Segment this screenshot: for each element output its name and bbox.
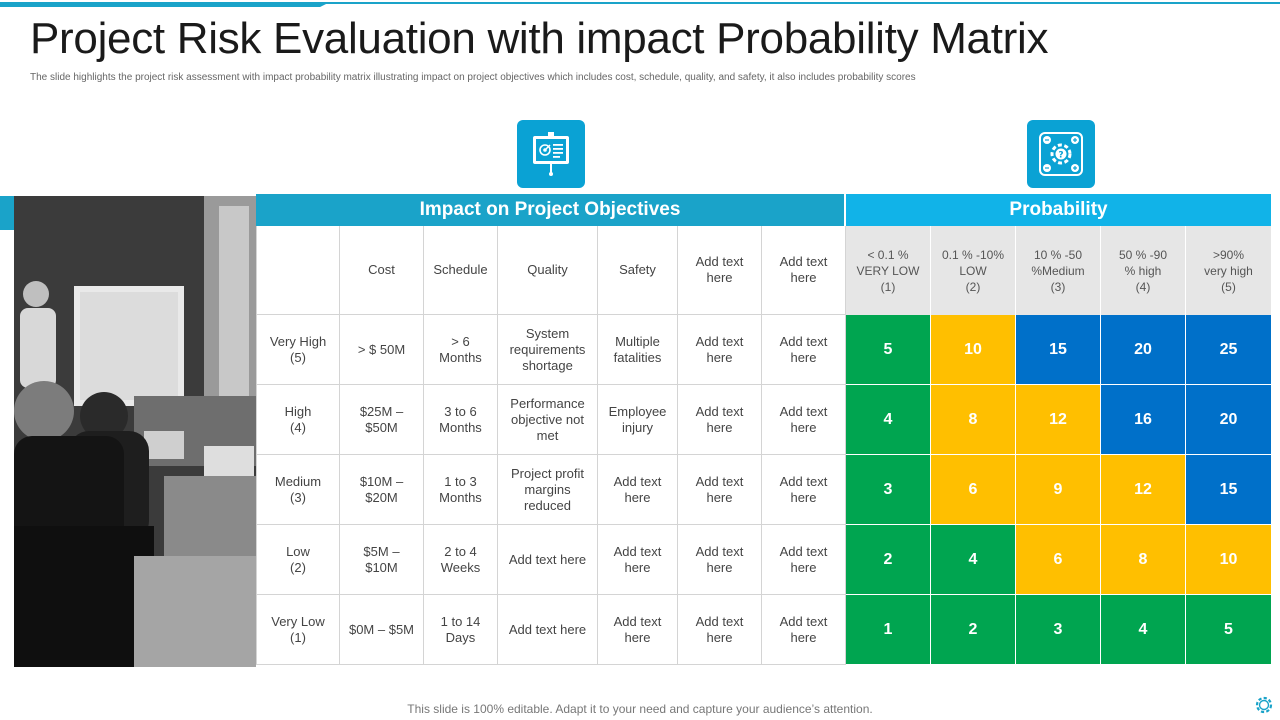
score-cell: 4 [1101, 595, 1186, 665]
score-cell: 5 [1186, 595, 1271, 665]
score-cell: 20 [1101, 315, 1186, 385]
schedule-cell: 2 to 4 Weeks [424, 525, 498, 595]
risk-matrix-table: Impact on Project Objectives Probability… [256, 194, 1271, 667]
score-cell: 12 [1016, 385, 1101, 455]
score-cell: 9 [1016, 455, 1101, 525]
impact-level-cell: Medium (3) [256, 455, 340, 525]
schedule-cell: 1 to 14 Days [424, 595, 498, 665]
score-cell: 6 [931, 455, 1016, 525]
score-cell: 5 [846, 315, 931, 385]
quality-cell: Add text here [498, 525, 598, 595]
column-header-schedule: Schedule [424, 226, 498, 315]
score-cell: 8 [1101, 525, 1186, 595]
quality-cell: Project profit margins reduced [498, 455, 598, 525]
safety-cell: Employee injury [598, 385, 678, 455]
impact-header: Impact on Project Objectives [256, 194, 846, 226]
probability-column-medium: 10 % -50 %Medium (3) [1016, 226, 1101, 315]
quality-cell: System requirements shortage [498, 315, 598, 385]
schedule-cell: 3 to 6 Months [424, 385, 498, 455]
footer-note: This slide is 100% editable. Adapt it to… [407, 702, 873, 716]
score-cell: 10 [931, 315, 1016, 385]
score-cell: 20 [1186, 385, 1271, 455]
score-cell: 3 [846, 455, 931, 525]
cost-cell: $0M – $5M [340, 595, 424, 665]
gear-icon [1255, 696, 1273, 714]
score-cell: 1 [846, 595, 931, 665]
column-header-safety: Safety [598, 226, 678, 315]
score-cell: 4 [931, 525, 1016, 595]
extra-cell: Add text here [762, 315, 846, 385]
extra-cell: Add text here [678, 595, 762, 665]
score-cell: 4 [846, 385, 931, 455]
extra-cell: Add text here [762, 595, 846, 665]
left-accent-bar [0, 196, 14, 230]
cost-cell: $5M – $10M [340, 525, 424, 595]
quality-cell: Add text here [498, 595, 598, 665]
score-cell: 12 [1101, 455, 1186, 525]
score-cell: 16 [1101, 385, 1186, 455]
cost-cell: > $ 50M [340, 315, 424, 385]
impact-level-cell: Very High (5) [256, 315, 340, 385]
cost-cell: $10M – $20M [340, 455, 424, 525]
top-accent-line [0, 2, 1280, 4]
schedule-cell: 1 to 3 Months [424, 455, 498, 525]
extra-cell: Add text here [678, 385, 762, 455]
column-header-blank [256, 226, 340, 315]
score-cell: 6 [1016, 525, 1101, 595]
quality-cell: Performance objective not met [498, 385, 598, 455]
safety-cell: Add text here [598, 455, 678, 525]
extra-cell: Add text here [762, 385, 846, 455]
extra-cell: Add text here [678, 455, 762, 525]
schedule-cell: > 6 Months [424, 315, 498, 385]
column-header-quality: Quality [498, 226, 598, 315]
column-header-extra-2: Add text here [762, 226, 846, 315]
impact-level-cell: High (4) [256, 385, 340, 455]
safety-cell: Multiple fatalities [598, 315, 678, 385]
impact-level-cell: Very Low (1) [256, 595, 340, 665]
top-accent-wedge [0, 2, 330, 7]
presentation-board-icon [517, 120, 585, 188]
probability-column-very-low: < 0.1 % VERY LOW (1) [846, 226, 931, 315]
safety-cell: Add text here [598, 525, 678, 595]
page-subtitle: The slide highlights the project risk as… [30, 72, 916, 83]
extra-cell: Add text here [762, 525, 846, 595]
probability-column-low: 0.1 % -10% LOW (2) [931, 226, 1016, 315]
impact-level-cell: Low (2) [256, 525, 340, 595]
score-cell: 2 [931, 595, 1016, 665]
score-cell: 25 [1186, 315, 1271, 385]
score-cell: 2 [846, 525, 931, 595]
column-header-cost: Cost [340, 226, 424, 315]
extra-cell: Add text here [678, 525, 762, 595]
score-cell: 3 [1016, 595, 1101, 665]
extra-cell: Add text here [762, 455, 846, 525]
svg-text:?: ? [1058, 151, 1063, 161]
extra-cell: Add text here [678, 315, 762, 385]
column-header-extra-1: Add text here [678, 226, 762, 315]
safety-cell: Add text here [598, 595, 678, 665]
score-cell: 15 [1186, 455, 1271, 525]
probability-column-very-high: >90% very high (5) [1186, 226, 1271, 315]
score-cell: 8 [931, 385, 1016, 455]
probability-column-high: 50 % -90 % high (4) [1101, 226, 1186, 315]
meeting-photo [14, 196, 256, 667]
probability-header: Probability [846, 194, 1271, 226]
risk-gear-icon: ? [1027, 120, 1095, 188]
score-cell: 15 [1016, 315, 1101, 385]
page-title: Project Risk Evaluation with impact Prob… [30, 14, 1049, 63]
cost-cell: $25M – $50M [340, 385, 424, 455]
score-cell: 10 [1186, 525, 1271, 595]
